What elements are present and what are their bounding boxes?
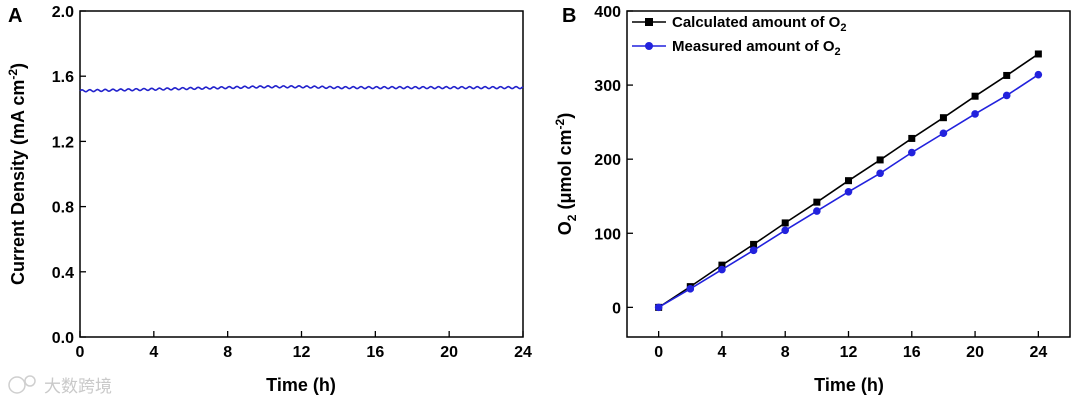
panel-b-x-axis-title: Time (h) xyxy=(814,375,884,395)
panel-b-y-ticks: 0 100 200 300 400 xyxy=(594,4,633,317)
y-tick-label: 0.8 xyxy=(52,200,74,217)
panel-a-x-axis-title: Time (h) xyxy=(266,375,336,395)
x-tick-label: 0 xyxy=(654,344,663,361)
data-point-square xyxy=(876,156,884,164)
data-point-square xyxy=(813,198,821,206)
series-calculated xyxy=(655,50,1042,311)
x-tick-label: 24 xyxy=(1029,344,1047,361)
x-tick-label: 20 xyxy=(440,344,458,361)
panel-b-y-axis-title: O2 (μmol cm-2) xyxy=(553,113,579,235)
data-point-circle xyxy=(781,226,790,235)
data-point-square xyxy=(971,92,979,100)
data-point-circle xyxy=(718,265,726,274)
y-tick-label: 0 xyxy=(612,300,621,317)
panel-b-legend: Calculated amount of O2 Measured amount … xyxy=(632,14,846,58)
data-point-square xyxy=(718,261,726,269)
panel-a: A 0 4 8 12 16 20 24 0.0 0.4 0.8 1.2 1.6 2.0 Time (h… xyxy=(6,4,532,395)
panel-a-x-ticks: 0 4 8 12 16 20 24 xyxy=(76,331,532,361)
data-point-square xyxy=(845,177,852,185)
y-tick-label: 0.4 xyxy=(52,265,74,282)
y-tick-label: 1.2 xyxy=(52,134,74,151)
legend-marker-calculated xyxy=(645,18,653,26)
y-tick-label: 2.0 xyxy=(52,4,74,21)
y-tick-label: 200 xyxy=(594,152,621,169)
panel-b-label: B xyxy=(562,5,576,27)
data-point-square xyxy=(1034,50,1042,58)
data-point-square xyxy=(1003,71,1011,79)
panel-a-y-ticks: 0.0 0.4 0.8 1.2 1.6 2.0 xyxy=(52,4,86,347)
watermark-text: 大数跨境 xyxy=(44,377,112,397)
legend-label-calculated: Calculated amount of O2 xyxy=(672,14,846,34)
x-tick-label: 8 xyxy=(223,344,232,361)
watermark: 大数跨境 xyxy=(8,375,112,397)
panel-b-x-ticks: 0 4 8 12 16 20 24 xyxy=(654,331,1047,361)
x-tick-label: 12 xyxy=(293,344,311,361)
panel-b: B 0 4 8 12 16 20 24 0 100 200 300 400 Calculated a… xyxy=(553,4,1071,395)
data-point-square xyxy=(908,134,916,142)
data-point-circle xyxy=(654,303,663,312)
y-tick-label: 100 xyxy=(594,226,621,243)
x-tick-label: 4 xyxy=(149,344,158,361)
data-point-square xyxy=(939,114,947,122)
data-point-square xyxy=(781,219,789,227)
data-point-circle xyxy=(939,129,948,138)
data-point-circle xyxy=(1002,91,1011,100)
x-tick-label: 16 xyxy=(903,344,921,361)
x-tick-label: 8 xyxy=(781,344,790,361)
y-tick-label: 400 xyxy=(594,4,621,21)
data-point-circle xyxy=(813,207,821,215)
panel-a-frame xyxy=(79,10,524,338)
y-tick-label: 1.6 xyxy=(52,69,74,86)
watermark-logo-icon xyxy=(8,376,26,394)
x-tick-label: 12 xyxy=(840,344,858,361)
legend-label-measured: Measured amount of O2 xyxy=(672,38,841,58)
legend-marker-measured xyxy=(645,42,653,50)
data-point-circle xyxy=(844,187,853,196)
series-measured xyxy=(654,70,1043,312)
data-point-circle xyxy=(907,148,916,157)
data-point-square xyxy=(750,240,758,248)
panel-b-series xyxy=(654,50,1043,312)
watermark-logo-dot-icon xyxy=(24,375,36,387)
panel-a-y-axis-title: Current Density (mA cm-2) xyxy=(6,63,28,285)
x-tick-label: 0 xyxy=(76,344,85,361)
y-tick-label: 0.0 xyxy=(52,330,74,347)
y-tick-label: 300 xyxy=(594,78,621,95)
x-tick-label: 20 xyxy=(966,344,984,361)
panel-a-current-series xyxy=(79,84,524,93)
x-tick-label: 16 xyxy=(366,344,384,361)
panel-a-label: A xyxy=(8,5,22,27)
data-point-circle xyxy=(1034,70,1043,79)
data-point-circle xyxy=(686,285,695,293)
data-point-circle xyxy=(749,246,758,255)
data-point-circle xyxy=(876,169,884,178)
x-tick-label: 4 xyxy=(717,344,726,361)
x-tick-label: 24 xyxy=(514,344,532,361)
data-point-circle xyxy=(971,110,979,118)
